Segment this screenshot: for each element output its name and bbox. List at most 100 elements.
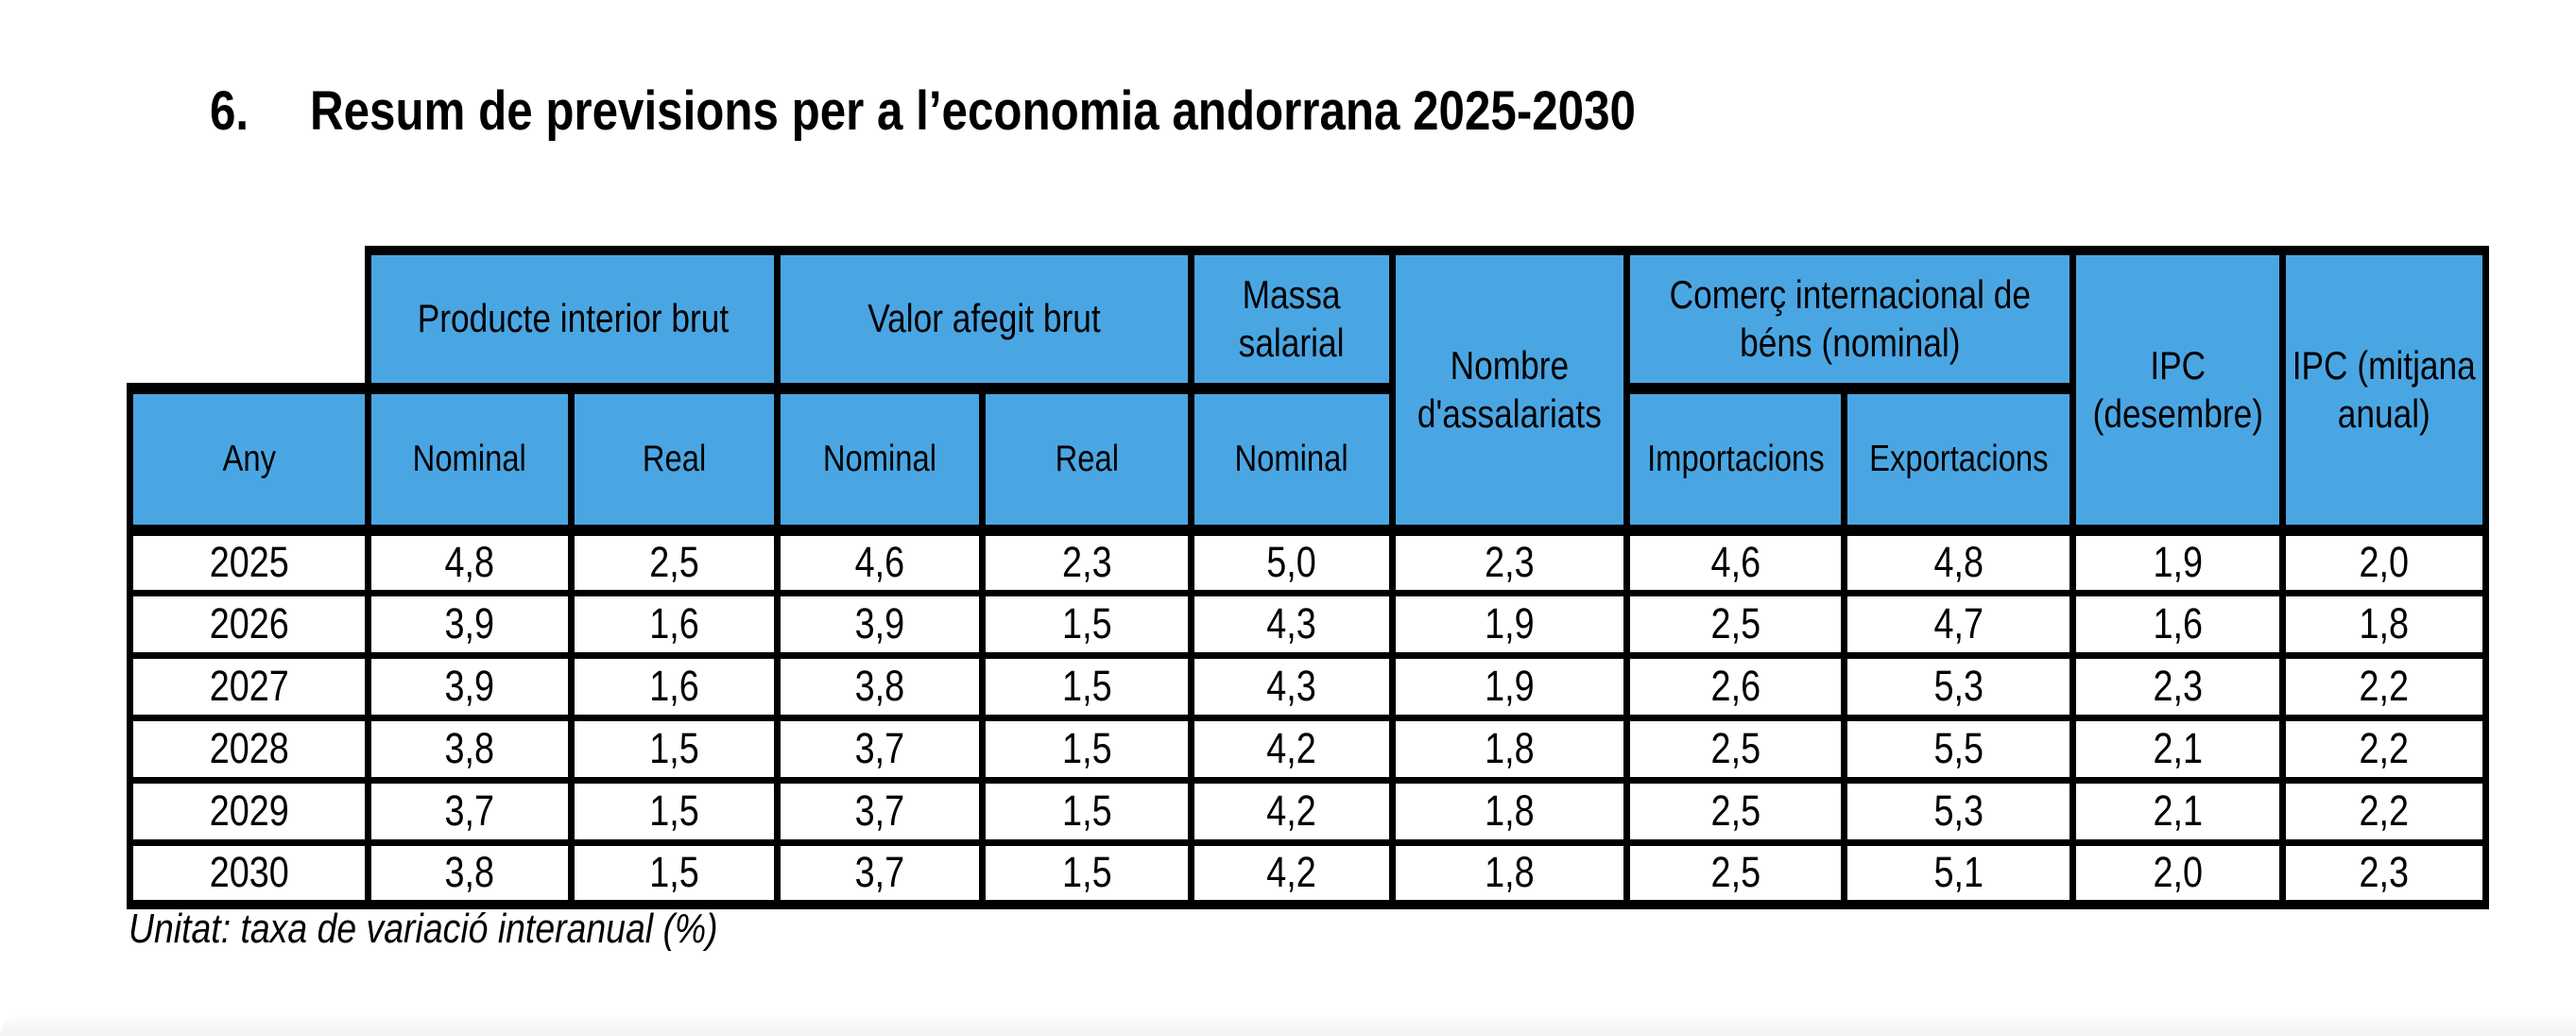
cell-value: 4,6	[1710, 538, 1760, 587]
cell-value: 1,9	[1485, 599, 1535, 648]
cell-value: 4,3	[1266, 662, 1317, 710]
value-cell: 3,7	[365, 776, 575, 846]
value-cell: 1,5	[979, 589, 1194, 659]
value-cell: 4,8	[1841, 527, 2077, 596]
cell-value: 2026	[209, 599, 289, 648]
header-massa-salarial: Massa salarial	[1188, 246, 1396, 394]
cell-value: 1,5	[1061, 599, 1112, 648]
subheader-label: Nominal	[822, 438, 937, 479]
cell-value: 2,5	[1710, 786, 1760, 835]
value-cell: 2,3	[2279, 838, 2489, 909]
value-cell: 1,5	[568, 838, 781, 909]
value-cell: 1,5	[979, 714, 1194, 784]
value-cell: 2,5	[1623, 838, 1848, 909]
header-label: Valor afegit brut	[867, 296, 1101, 341]
subheader-importacions: Importacions	[1623, 383, 1848, 536]
value-cell: 3,7	[774, 776, 986, 846]
table-row-2029: 2029 3,7 1,5 3,7 1,5 4,2 1,8 2,5 5,3 2,1…	[127, 776, 2489, 846]
header-ipc-mitjana-anual: IPC (mitjana anual)	[2279, 246, 2489, 536]
cell-value: 1,5	[649, 724, 699, 772]
subheader-label: Any	[222, 438, 276, 479]
cell-value: 3,7	[854, 848, 905, 897]
cell-value: 4,7	[1933, 599, 1984, 648]
unit-note: Unitat: taxa de variació interanual (%)	[129, 906, 822, 953]
value-cell: 2,2	[2279, 776, 2489, 846]
table-row-2025: 2025 4,8 2,5 4,6 2,3 5,0 2,3 4,6 4,8 1,9…	[127, 527, 2489, 596]
subheader-label: Real	[1055, 438, 1119, 479]
cell-value: 2,3	[2153, 662, 2203, 710]
value-cell: 5,1	[1841, 838, 2077, 909]
value-cell: 3,7	[774, 714, 986, 784]
value-cell: 3,7	[774, 838, 986, 909]
cell-value: 2028	[209, 724, 289, 772]
value-cell: 1,9	[2069, 527, 2286, 596]
section-heading: 6. Resum de previsions per a l’economia a…	[210, 79, 1870, 143]
section-number: 6.	[210, 80, 249, 142]
cell-value: 5,1	[1933, 848, 1984, 897]
cell-value: 2,5	[649, 538, 699, 587]
value-cell: 2,1	[2069, 714, 2286, 784]
year-cell: 2025	[127, 527, 371, 596]
cell-value: 1,5	[1061, 662, 1112, 710]
cell-value: 2,3	[1061, 538, 1112, 587]
year-cell: 2028	[127, 714, 371, 784]
value-cell: 4,2	[1188, 714, 1396, 784]
unit-note-text: Unitat: taxa de variació interanual (%)	[129, 906, 718, 952]
value-cell: 1,8	[1389, 714, 1630, 784]
value-cell: 2,3	[1389, 527, 1630, 596]
cell-value: 3,7	[854, 724, 905, 772]
subheader-exportacions: Exportacions	[1841, 383, 2077, 536]
cell-value: 1,5	[649, 848, 699, 897]
header-label: IPC (desembre)	[2092, 343, 2263, 436]
value-cell: 2,5	[1623, 589, 1848, 659]
value-cell: 2,2	[2279, 651, 2489, 721]
value-cell: 1,8	[2279, 589, 2489, 659]
subheader-label: Real	[642, 438, 707, 479]
cell-value: 1,6	[649, 662, 699, 710]
cell-value: 3,7	[444, 786, 495, 835]
cell-value: 1,9	[1485, 662, 1535, 710]
cell-value: 4,3	[1266, 599, 1317, 648]
cell-value: 2,5	[1710, 724, 1760, 772]
cell-value: 4,2	[1266, 724, 1317, 772]
subheader-label: Nominal	[1234, 438, 1349, 479]
subheader-pib-nominal: Nominal	[365, 383, 575, 536]
cell-value: 2,0	[2153, 848, 2203, 897]
previsions-table: Producte interior brut Valor afegit brut…	[127, 246, 2489, 909]
cell-value: 5,0	[1266, 538, 1317, 587]
cell-value: 3,7	[854, 786, 905, 835]
cell-value: 1,5	[1061, 786, 1112, 835]
cell-value: 1,5	[649, 786, 699, 835]
subheader-vab-real: Real	[979, 383, 1194, 536]
value-cell: 5,0	[1188, 527, 1396, 596]
section-title-text: Resum de previsions per a l’economia and…	[310, 80, 1637, 142]
value-cell: 2,2	[2279, 714, 2489, 784]
cell-value: 3,8	[854, 662, 905, 710]
cell-value: 1,8	[1485, 786, 1535, 835]
header-label: Producte interior brut	[417, 296, 729, 341]
cell-value: 1,5	[1061, 848, 1112, 897]
cell-value: 2,2	[2359, 724, 2410, 772]
value-cell: 1,9	[1389, 589, 1630, 659]
value-cell: 2,0	[2279, 527, 2489, 596]
cell-value: 2,2	[2359, 662, 2410, 710]
value-cell: 1,6	[568, 589, 781, 659]
cell-value: 1,6	[649, 599, 699, 648]
value-cell: 5,5	[1841, 714, 2077, 784]
value-cell: 2,5	[1623, 714, 1848, 784]
value-cell: 1,5	[979, 838, 1194, 909]
table-row-2030: 2030 3,8 1,5 3,7 1,5 4,2 1,8 2,5 5,1 2,0…	[127, 838, 2489, 909]
corner-cell	[129, 250, 369, 388]
cell-value: 1,5	[1061, 724, 1112, 772]
value-cell: 1,9	[1389, 651, 1630, 721]
cell-value: 1,6	[2153, 599, 2203, 648]
value-cell: 4,3	[1188, 589, 1396, 659]
value-cell: 3,8	[774, 651, 986, 721]
value-cell: 2,6	[1623, 651, 1848, 721]
window-bottom-edge	[0, 1015, 2576, 1036]
cell-value: 3,9	[444, 662, 495, 710]
value-cell: 1,6	[568, 651, 781, 721]
cell-value: 2025	[209, 538, 289, 587]
value-cell: 4,6	[1623, 527, 1848, 596]
value-cell: 5,3	[1841, 651, 2077, 721]
